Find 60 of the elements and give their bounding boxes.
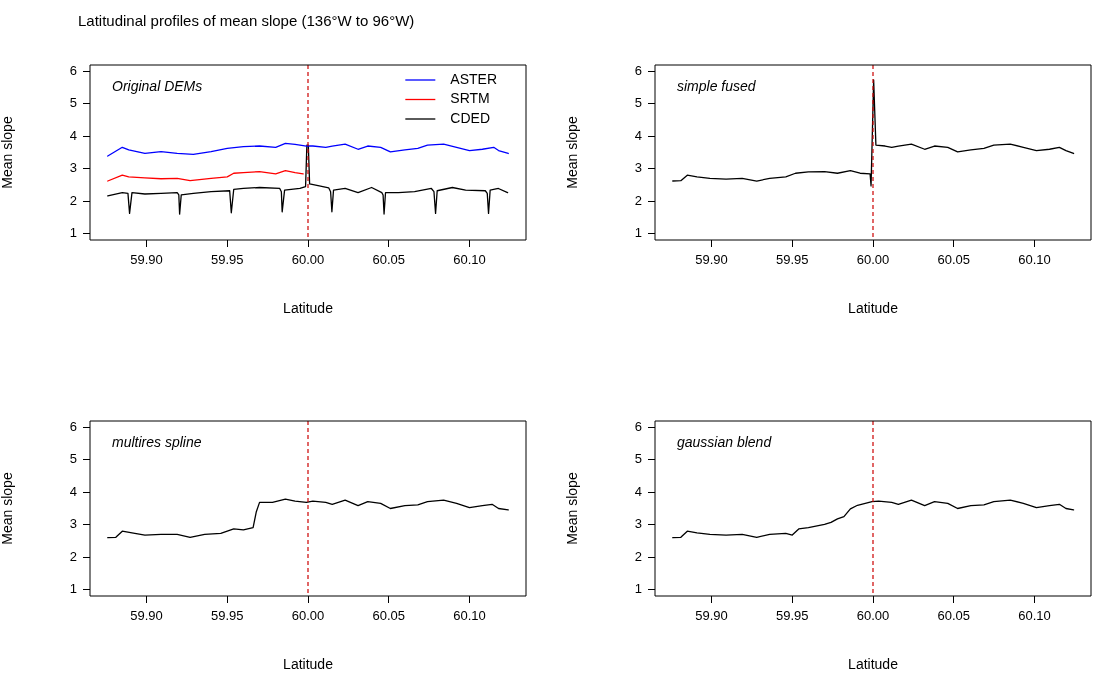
y-tick-label: 1 — [634, 581, 642, 597]
x-tick-label: 60.10 — [453, 608, 486, 624]
x-tick-label: 59.95 — [775, 608, 809, 624]
y-tick-label: 2 — [634, 548, 642, 564]
y-axis-title: Mean slope — [0, 116, 16, 189]
x-tick-label: 60.10 — [1018, 252, 1051, 268]
y-tick-label: 6 — [69, 419, 77, 435]
y-tick-label: 5 — [69, 451, 77, 467]
x-tick-label: 60.05 — [937, 252, 971, 268]
y-tick-label: 6 — [634, 419, 642, 435]
x-tick-label: 59.90 — [130, 252, 163, 268]
legend-label: SRTM — [450, 90, 490, 107]
legend-label: ASTER — [450, 70, 498, 87]
annotation: Original DEMs — [112, 77, 203, 94]
y-tick-label: 1 — [69, 225, 77, 241]
y-tick-label: 2 — [634, 192, 642, 208]
x-tick-label: 60.10 — [1018, 608, 1051, 624]
y-tick-label: 6 — [634, 63, 642, 79]
y-tick-label: 3 — [634, 516, 642, 532]
y-tick-label: 4 — [634, 483, 642, 499]
x-axis-title: Latitude — [848, 656, 899, 673]
x-tick-label: 60.00 — [291, 252, 325, 268]
y-tick-label: 4 — [69, 483, 77, 499]
y-axis-title: Mean slope — [564, 116, 581, 189]
x-tick-label: 60.00 — [856, 608, 890, 624]
x-axis-title: Latitude — [848, 300, 899, 317]
annotation: multires spline — [112, 433, 202, 450]
y-tick-label: 4 — [69, 127, 77, 143]
x-tick-label: 60.05 — [937, 608, 971, 624]
x-axis-title: Latitude — [283, 300, 334, 317]
y-tick-label: 5 — [634, 95, 642, 111]
x-tick-label: 60.05 — [372, 608, 406, 624]
x-tick-label: 59.90 — [695, 252, 728, 268]
y-tick-label: 1 — [634, 225, 642, 241]
y-tick-label: 3 — [69, 160, 77, 176]
annotation: simple fused — [677, 77, 757, 94]
x-tick-label: 60.00 — [856, 252, 890, 268]
y-tick-label: 2 — [69, 192, 77, 208]
y-tick-label: 1 — [69, 581, 77, 597]
y-tick-label: 5 — [634, 451, 642, 467]
x-axis-title: Latitude — [283, 656, 334, 673]
y-tick-label: 3 — [634, 160, 642, 176]
chart-title: Latitudinal profiles of mean slope (136°W to 96°W) — [78, 12, 415, 29]
y-tick-label: 4 — [634, 127, 642, 143]
x-tick-label: 59.90 — [695, 608, 728, 624]
x-tick-label: 60.00 — [291, 608, 325, 624]
y-tick-label: 2 — [69, 548, 77, 564]
x-tick-label: 59.95 — [775, 252, 809, 268]
x-tick-label: 59.90 — [130, 608, 163, 624]
y-axis-title: Mean slope — [0, 472, 16, 545]
x-tick-label: 60.05 — [372, 252, 406, 268]
x-tick-label: 59.95 — [210, 252, 244, 268]
y-tick-label: 6 — [69, 63, 77, 79]
y-tick-label: 3 — [69, 516, 77, 532]
y-tick-label: 5 — [69, 95, 77, 111]
annotation: gaussian blend — [677, 433, 773, 450]
legend-label: CDED — [450, 109, 490, 126]
x-tick-label: 59.95 — [210, 608, 244, 624]
x-tick-label: 60.10 — [453, 252, 486, 268]
y-axis-title: Mean slope — [564, 472, 581, 545]
